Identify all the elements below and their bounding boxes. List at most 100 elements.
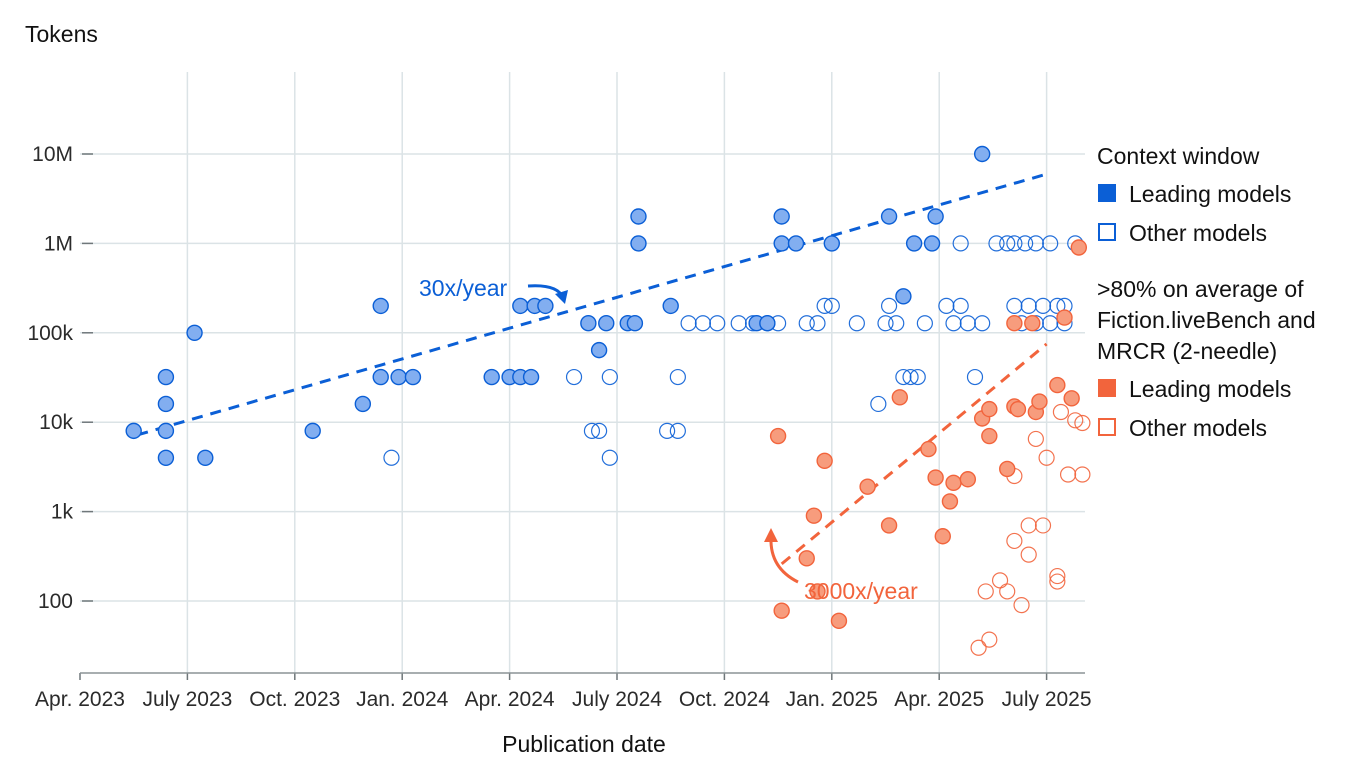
context-window-other-point	[798, 315, 815, 332]
fiction-bench-other-point	[1074, 414, 1091, 432]
y-tick-label: 100	[38, 590, 73, 613]
fiction-bench-leading-point	[769, 427, 787, 445]
context-window-other-point	[590, 422, 608, 439]
context-window-leading-point	[157, 422, 175, 440]
x-tick-label: July 2025	[1002, 688, 1092, 711]
y-axis-title: Tokens	[25, 21, 98, 47]
fiction-bench-other-point	[1059, 466, 1077, 483]
context-window-other-point	[680, 315, 697, 332]
context-window-leading-point	[630, 208, 647, 225]
context-window-leading-point	[372, 297, 389, 315]
legend-swatch-blue-filled	[1098, 184, 1116, 202]
context-window-other-point	[601, 449, 618, 466]
context-window-other-point	[565, 368, 583, 386]
context-window-leading-point	[590, 341, 608, 359]
context-window-leading-point	[973, 145, 991, 163]
context-window-other-point	[880, 297, 898, 314]
fiction-bench-trend	[780, 342, 1048, 566]
context-window-other-point	[952, 297, 969, 314]
context-window-leading-point	[662, 297, 679, 315]
gridlines	[80, 72, 1085, 673]
context-window-other-point	[669, 422, 686, 439]
context-window-leading-point	[823, 235, 840, 252]
x-tick-label: Oct. 2023	[249, 688, 340, 711]
context-window-other-point	[809, 315, 826, 332]
context-window-leading-point	[626, 315, 644, 332]
context-window-other-point	[1017, 235, 1034, 252]
x-tick-label: July 2024	[572, 688, 662, 711]
context-window-leading-point	[186, 324, 203, 341]
data-points	[125, 145, 1091, 656]
fiction-bench-leading-point	[999, 460, 1016, 478]
fiction-bench-leading-point	[1031, 393, 1048, 410]
x-axis-title: Publication date	[502, 731, 666, 757]
context-window-leading-point	[537, 297, 554, 315]
fiction-bench-leading-point	[1009, 400, 1027, 418]
context-window-other-point	[383, 449, 400, 466]
fiction-bench-leading-point	[959, 471, 977, 488]
fiction-bench-other-point	[1027, 430, 1044, 448]
context-window-other-point	[583, 422, 601, 439]
x-tick-label: Oct. 2024	[679, 688, 770, 711]
x-tick-label: Apr. 2023	[35, 688, 125, 711]
context-window-leading-point	[390, 368, 407, 386]
context-window-other-point	[966, 368, 984, 386]
context-window-other-point	[823, 297, 840, 314]
fiction-bench-leading-point	[934, 528, 951, 545]
context-window-leading-point	[895, 288, 912, 305]
context-window-leading-point	[372, 368, 389, 386]
context-window-other-point	[916, 315, 933, 332]
context-window-other-point	[959, 315, 976, 332]
fiction-bench-leading-point	[805, 507, 823, 524]
axes: Apr. 2023 July 2023 Oct. 2023 Jan. 2024 Apr.…	[27, 143, 1091, 711]
fiction-bench-leading-point	[891, 389, 909, 406]
legend-group1-title: Context window	[1097, 143, 1260, 169]
fiction-bench-other-point	[1067, 412, 1084, 429]
context-window-leading-point	[598, 315, 615, 332]
context-window-leading-point	[522, 368, 540, 386]
context-window-leading-point	[759, 315, 776, 332]
context-window-other-point	[816, 297, 833, 314]
blue-rate-annotation: 30x/year	[419, 275, 508, 301]
fiction-bench-other-point	[970, 639, 987, 656]
context-window-leading-point	[483, 368, 500, 386]
context-window-leading-point	[580, 315, 597, 332]
legend-swatch-blue-open	[1098, 223, 1116, 241]
context-window-other-point	[1042, 315, 1059, 332]
fiction-bench-leading-point	[816, 452, 833, 470]
legend: Context window Leading models Other mode…	[1097, 143, 1316, 441]
context-window-other-point	[709, 315, 726, 332]
x-tick-label: Jan. 2024	[356, 688, 449, 711]
legend-group1-leading: Leading models	[1129, 181, 1291, 207]
fiction-bench-leading-point	[1070, 239, 1088, 256]
context-window-other-point	[694, 315, 712, 332]
fiction-bench-leading-point	[859, 478, 876, 495]
context-window-other-point	[952, 235, 969, 252]
context-window-other-point	[974, 315, 991, 332]
context-window-other-point	[1042, 235, 1059, 252]
fiction-bench-leading-point	[1006, 315, 1023, 332]
context-window-other-point	[1027, 235, 1044, 252]
fiction-bench-leading-point	[1024, 315, 1041, 332]
fiction-bench-other-point	[1049, 573, 1066, 590]
fiction-bench-other-point	[999, 583, 1016, 600]
context-window-other-point	[938, 297, 955, 314]
y-tick-label: 10k	[39, 411, 73, 434]
x-tick-label: Apr. 2024	[465, 688, 555, 711]
legend-group2-title-line1: >80% on average of	[1097, 276, 1304, 302]
context-window-leading-point	[197, 449, 214, 466]
context-window-leading-point	[512, 297, 529, 315]
context-window-other-point	[909, 368, 926, 386]
fiction-bench-other-point	[1074, 466, 1091, 483]
context-window-other-point	[1006, 297, 1023, 314]
fiction-bench-leading-point	[1049, 376, 1066, 394]
x-tick-label: Apr. 2025	[894, 688, 984, 711]
fiction-bench-other-point	[981, 631, 998, 648]
context-window-other-point	[877, 315, 894, 332]
fiction-bench-other-point	[1038, 449, 1055, 466]
context-window-other-point	[895, 368, 912, 386]
fiction-bench-leading-point	[941, 493, 959, 510]
context-window-other-point	[1006, 235, 1023, 252]
context-window-other-point	[999, 235, 1016, 252]
